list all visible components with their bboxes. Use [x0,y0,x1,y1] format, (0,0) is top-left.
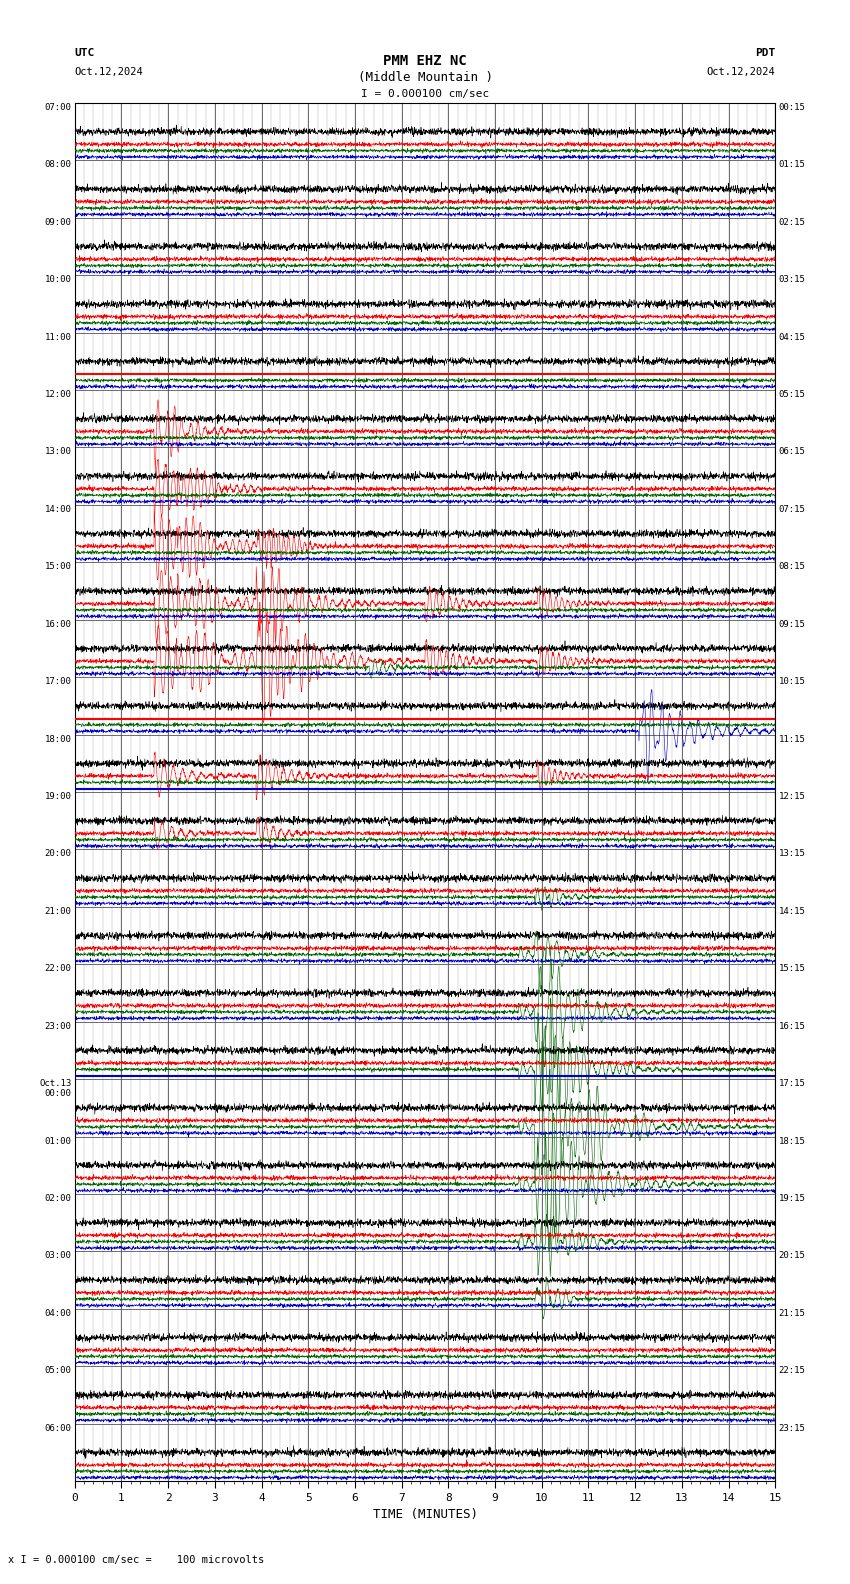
Text: 15:00: 15:00 [44,562,71,572]
Text: 20:00: 20:00 [44,849,71,859]
Text: 17:00: 17:00 [44,676,71,686]
Text: 21:00: 21:00 [44,906,71,916]
Text: 12:00: 12:00 [44,390,71,399]
Text: 08:00: 08:00 [44,160,71,169]
Text: 20:15: 20:15 [779,1251,806,1261]
Text: 13:15: 13:15 [779,849,806,859]
Text: 10:15: 10:15 [779,676,806,686]
Text: 18:15: 18:15 [779,1137,806,1145]
Text: 12:15: 12:15 [779,792,806,802]
Text: 11:00: 11:00 [44,333,71,342]
Text: 21:15: 21:15 [779,1308,806,1318]
Text: 13:00: 13:00 [44,447,71,456]
Text: 19:15: 19:15 [779,1194,806,1202]
Text: 04:15: 04:15 [779,333,806,342]
Text: Oct.12,2024: Oct.12,2024 [75,67,144,76]
Text: 00:15: 00:15 [779,103,806,112]
Text: 07:00: 07:00 [44,103,71,112]
Text: PDT: PDT [755,48,775,57]
Text: 05:00: 05:00 [44,1365,71,1375]
Text: 08:15: 08:15 [779,562,806,572]
Text: Oct.13
00:00: Oct.13 00:00 [39,1079,71,1098]
Text: 06:15: 06:15 [779,447,806,456]
Text: 18:00: 18:00 [44,735,71,743]
Text: 23:15: 23:15 [779,1424,806,1432]
Text: PMM EHZ NC: PMM EHZ NC [383,54,467,68]
Text: 03:00: 03:00 [44,1251,71,1261]
Text: 07:15: 07:15 [779,505,806,513]
Text: 16:15: 16:15 [779,1022,806,1031]
Text: x I = 0.000100 cm/sec =    100 microvolts: x I = 0.000100 cm/sec = 100 microvolts [8,1555,264,1565]
Text: 03:15: 03:15 [779,276,806,284]
Text: 05:15: 05:15 [779,390,806,399]
Text: 09:00: 09:00 [44,217,71,227]
Text: 11:15: 11:15 [779,735,806,743]
X-axis label: TIME (MINUTES): TIME (MINUTES) [372,1508,478,1521]
Text: 22:00: 22:00 [44,965,71,973]
Text: Oct.12,2024: Oct.12,2024 [706,67,775,76]
Text: 17:15: 17:15 [779,1079,806,1088]
Text: 15:15: 15:15 [779,965,806,973]
Text: 10:00: 10:00 [44,276,71,284]
Text: 01:00: 01:00 [44,1137,71,1145]
Text: UTC: UTC [75,48,95,57]
Text: 22:15: 22:15 [779,1365,806,1375]
Text: (Middle Mountain ): (Middle Mountain ) [358,71,492,84]
Text: 23:00: 23:00 [44,1022,71,1031]
Text: 02:00: 02:00 [44,1194,71,1202]
Text: 16:00: 16:00 [44,619,71,629]
Text: 14:15: 14:15 [779,906,806,916]
Text: 14:00: 14:00 [44,505,71,513]
Text: 02:15: 02:15 [779,217,806,227]
Text: 06:00: 06:00 [44,1424,71,1432]
Text: 01:15: 01:15 [779,160,806,169]
Text: 04:00: 04:00 [44,1308,71,1318]
Text: 19:00: 19:00 [44,792,71,802]
Text: 09:15: 09:15 [779,619,806,629]
Text: I = 0.000100 cm/sec: I = 0.000100 cm/sec [361,89,489,98]
